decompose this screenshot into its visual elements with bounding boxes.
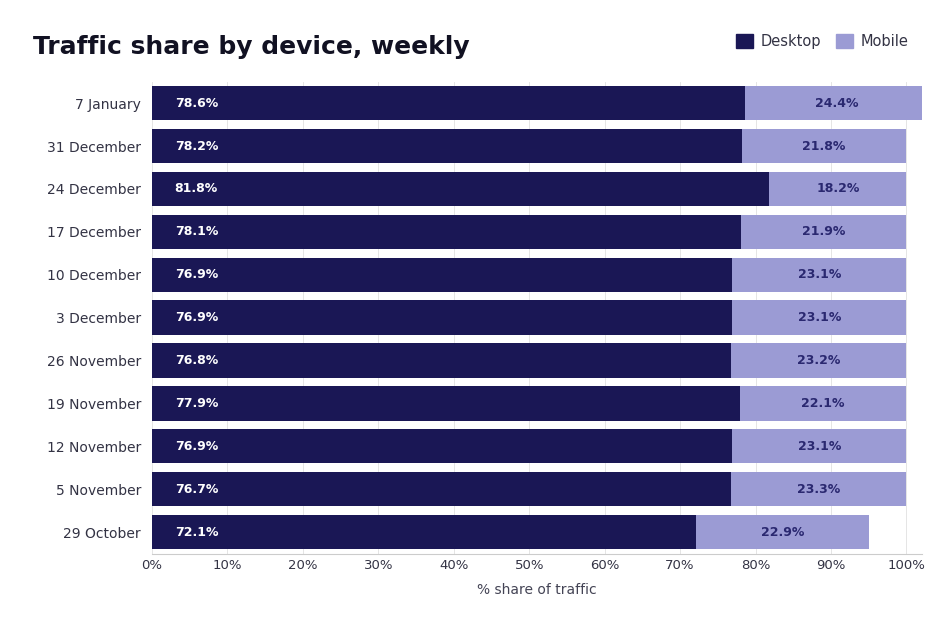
Text: 24.4%: 24.4% — [815, 97, 859, 109]
Bar — [742, 129, 906, 164]
Bar — [732, 343, 906, 377]
Bar — [696, 515, 868, 549]
Text: 23.3%: 23.3% — [797, 482, 840, 496]
Bar — [732, 258, 906, 292]
Text: 21.9%: 21.9% — [802, 225, 846, 238]
Text: 76.7%: 76.7% — [175, 482, 218, 496]
Text: 23.1%: 23.1% — [798, 440, 841, 453]
Bar — [152, 343, 732, 377]
Text: 76.8%: 76.8% — [175, 354, 218, 367]
Text: 23.2%: 23.2% — [797, 354, 841, 367]
Text: 78.6%: 78.6% — [175, 97, 218, 109]
Bar — [731, 472, 906, 506]
Bar — [152, 214, 741, 249]
X-axis label: % share of traffic: % share of traffic — [477, 583, 597, 597]
Text: 76.9%: 76.9% — [175, 268, 218, 281]
Bar — [745, 86, 929, 120]
Text: 23.1%: 23.1% — [798, 311, 841, 324]
Bar — [152, 386, 740, 421]
Bar — [741, 214, 906, 249]
Text: 78.2%: 78.2% — [175, 140, 218, 153]
Bar — [770, 172, 906, 206]
Text: 81.8%: 81.8% — [175, 182, 218, 196]
Bar — [152, 429, 732, 464]
Bar — [152, 301, 732, 335]
Text: 78.1%: 78.1% — [175, 225, 218, 238]
Bar — [732, 429, 906, 464]
Text: Traffic share by device, weekly: Traffic share by device, weekly — [32, 35, 469, 59]
Text: 76.9%: 76.9% — [175, 311, 218, 324]
Bar — [152, 472, 731, 506]
Text: 77.9%: 77.9% — [175, 397, 218, 410]
Bar — [152, 129, 742, 164]
Bar — [152, 258, 732, 292]
Text: 22.9%: 22.9% — [761, 526, 804, 538]
Bar — [152, 515, 696, 549]
Text: 18.2%: 18.2% — [816, 182, 860, 196]
Text: 23.1%: 23.1% — [798, 268, 841, 281]
Text: 76.9%: 76.9% — [175, 440, 218, 453]
Bar — [152, 172, 770, 206]
Text: 72.1%: 72.1% — [175, 526, 218, 538]
Text: 22.1%: 22.1% — [801, 397, 845, 410]
Text: 21.8%: 21.8% — [803, 140, 846, 153]
Bar — [152, 86, 745, 120]
Bar — [740, 386, 906, 421]
Legend: Desktop, Mobile: Desktop, Mobile — [730, 28, 914, 54]
Bar — [732, 301, 906, 335]
